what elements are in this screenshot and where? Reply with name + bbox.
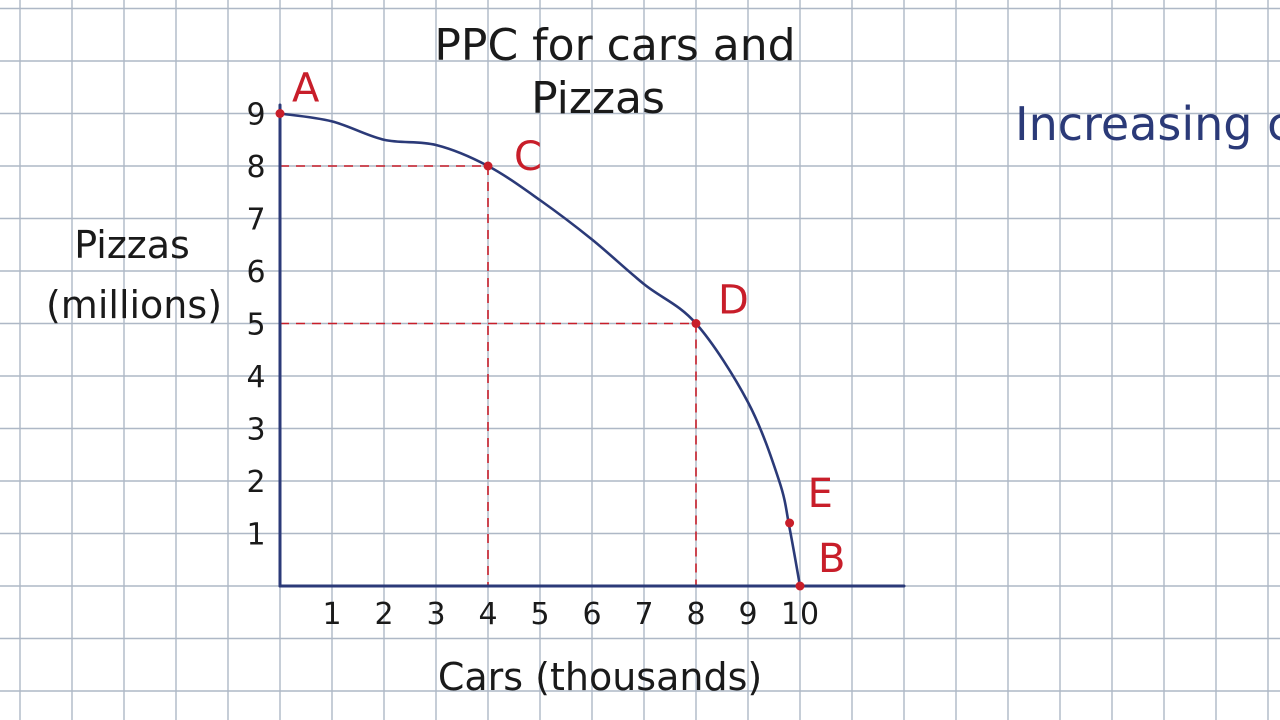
point-label-d: D	[718, 278, 749, 324]
title-line-1: PPC for cars and	[434, 20, 795, 71]
y-tick-label: 6	[246, 255, 265, 290]
point-a	[275, 109, 285, 118]
point-d	[691, 319, 701, 328]
point-b	[795, 581, 805, 591]
x-tick-label: 4	[478, 597, 497, 632]
x-tick-label: 10	[781, 597, 819, 632]
y-tick-label: 1	[246, 518, 265, 553]
x-tick-label: 5	[530, 597, 549, 632]
point-label-e: E	[808, 471, 833, 517]
point-label-c: C	[514, 134, 542, 180]
x-tick-label: 6	[582, 597, 601, 632]
y-tick-label: 9	[246, 98, 265, 133]
y-axis-label-line-1: Pizzas	[74, 223, 190, 267]
point-label-a: A	[292, 66, 320, 112]
title-line-2: Pizzas	[531, 73, 665, 124]
x-tick-label: 1	[322, 597, 341, 632]
y-tick-label: 3	[246, 413, 265, 448]
chart-title: PPC for cars and Pizzas	[434, 20, 795, 124]
y-axis-label: Pizzas (millions)	[46, 223, 222, 327]
y-tick-label: 2	[246, 465, 265, 500]
point-e	[785, 518, 795, 528]
y-tick-label: 5	[246, 308, 265, 343]
x-tick-label: 8	[686, 597, 705, 632]
y-axis-label-line-2: (millions)	[46, 283, 222, 327]
side-note: Increasing c	[1015, 97, 1280, 151]
x-tick-label: 9	[738, 597, 757, 632]
y-tick-label: 4	[246, 360, 265, 395]
x-tick-label: 7	[634, 597, 653, 632]
x-tick-label: 2	[374, 597, 393, 632]
ppc-curve	[278, 112, 802, 588]
points: A C D EB	[275, 66, 845, 591]
ppc-curve-group	[278, 112, 802, 588]
y-tick-label: 8	[246, 150, 265, 185]
x-tick-label: 3	[426, 597, 445, 632]
y-tick-label: 7	[246, 203, 265, 238]
x-axis-label: Cars (thousands)	[438, 655, 762, 699]
guide-lines	[280, 165, 697, 586]
point-label-b: B	[818, 536, 845, 582]
point-c	[483, 161, 493, 171]
